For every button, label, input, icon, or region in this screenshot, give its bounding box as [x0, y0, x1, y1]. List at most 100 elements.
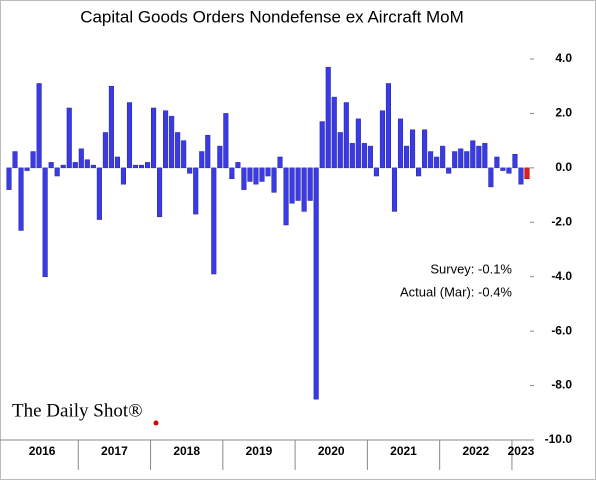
bar — [416, 167, 422, 177]
chart-title: Capital Goods Orders Nondefense ex Aircr… — [80, 7, 464, 26]
y-tick-label: 0.0 — [555, 160, 572, 174]
bar — [114, 156, 120, 169]
bar — [247, 167, 253, 182]
bar — [283, 167, 289, 226]
bar — [12, 151, 18, 169]
bar — [361, 143, 367, 169]
bar — [175, 132, 181, 169]
bar — [410, 129, 416, 169]
x-tick-label: 2019 — [246, 444, 273, 458]
bar — [367, 145, 373, 169]
bar — [145, 162, 151, 169]
bar — [102, 132, 108, 169]
bar — [253, 167, 259, 185]
bar — [422, 129, 428, 169]
bar — [78, 148, 84, 169]
bar — [506, 167, 512, 174]
x-tick-label: 2020 — [318, 444, 345, 458]
bar — [169, 115, 175, 169]
bar — [277, 156, 283, 169]
bar — [391, 167, 398, 212]
bar — [96, 167, 102, 220]
bar — [235, 162, 241, 169]
source-logo: The Daily Shot® — [12, 400, 143, 421]
bar — [223, 113, 229, 169]
bar — [428, 151, 434, 169]
y-tick-label: -4.0 — [551, 269, 572, 283]
bar — [379, 110, 385, 169]
bar — [66, 107, 72, 169]
bar — [6, 167, 12, 190]
bar — [60, 164, 66, 169]
bar — [217, 145, 223, 169]
bar — [229, 167, 235, 179]
bar — [199, 151, 205, 169]
annotation: Survey: -0.1% — [430, 261, 512, 276]
bar — [343, 102, 349, 169]
y-tick-label: -8.0 — [551, 378, 572, 392]
x-tick-label: 2016 — [29, 444, 56, 458]
annotation: Actual (Mar): -0.4% — [400, 284, 512, 299]
bar — [488, 167, 494, 188]
bar — [151, 107, 157, 169]
bar — [295, 167, 301, 201]
bar — [48, 162, 54, 169]
bar — [36, 83, 42, 169]
bar — [90, 164, 96, 169]
bar — [138, 164, 145, 169]
bar — [259, 167, 265, 182]
bar — [458, 148, 464, 169]
bar — [108, 85, 114, 169]
bar — [397, 118, 404, 169]
y-tick-label: 2.0 — [555, 106, 572, 120]
bar — [187, 167, 193, 174]
bar — [494, 156, 500, 169]
bar — [18, 167, 24, 231]
bar — [271, 167, 277, 193]
bar — [211, 167, 217, 275]
logo-dot — [153, 420, 159, 426]
bar — [325, 66, 331, 169]
bar — [42, 167, 48, 277]
bar — [434, 156, 440, 169]
y-tick-label: -6.0 — [551, 323, 572, 337]
bar — [373, 167, 379, 177]
bar — [512, 154, 518, 169]
bar — [470, 140, 476, 169]
bar — [265, 167, 271, 177]
bar — [126, 102, 133, 169]
bar — [313, 167, 319, 400]
bar — [163, 110, 169, 169]
bar — [337, 132, 343, 169]
x-tick-label: 2023 — [508, 444, 535, 458]
bar — [331, 96, 337, 169]
bar — [403, 145, 410, 169]
bar — [301, 167, 307, 212]
bar — [205, 134, 211, 169]
bar — [464, 151, 470, 169]
bar — [482, 143, 488, 169]
bar — [524, 167, 530, 179]
y-tick-label: -10.0 — [545, 432, 573, 446]
bar — [241, 167, 247, 190]
bar — [289, 167, 295, 204]
bar — [84, 159, 90, 169]
bar — [476, 145, 482, 169]
y-tick-label: -2.0 — [551, 214, 572, 228]
bar — [355, 118, 361, 169]
bar — [181, 140, 187, 169]
y-tick-label: 4.0 — [555, 51, 572, 65]
bar — [518, 167, 524, 185]
bar — [446, 167, 452, 174]
bar — [500, 167, 506, 171]
bar — [54, 167, 60, 177]
x-tick-label: 2022 — [462, 444, 489, 458]
bar — [24, 167, 30, 171]
bar — [307, 167, 313, 201]
bar — [30, 151, 36, 169]
bar — [72, 162, 78, 169]
x-tick-label: 2017 — [101, 444, 128, 458]
bar — [452, 151, 458, 169]
